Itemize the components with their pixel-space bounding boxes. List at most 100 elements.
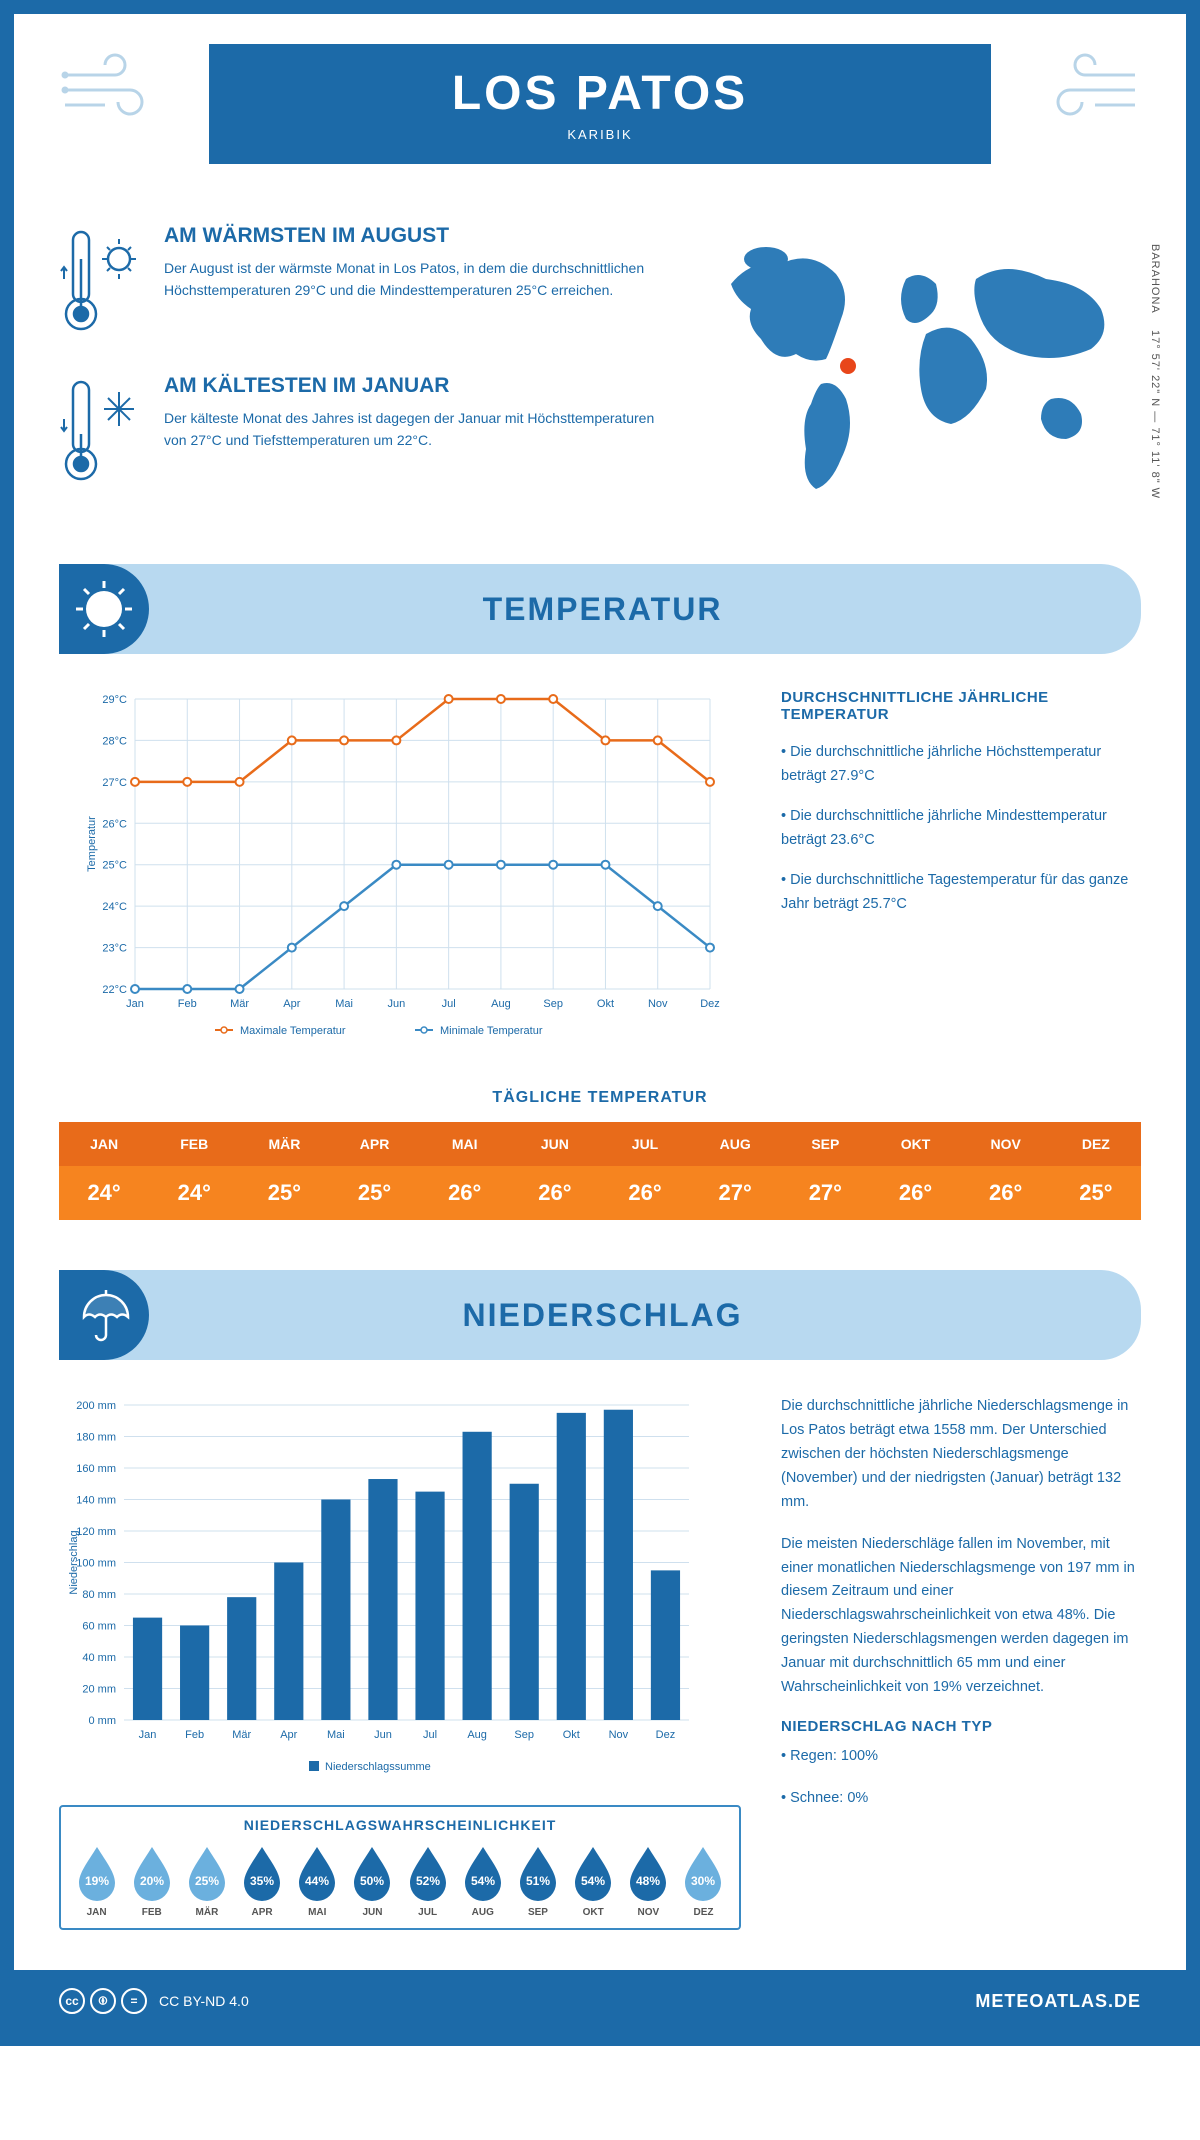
svg-text:20%: 20% (140, 1874, 164, 1888)
svg-text:Jan: Jan (139, 1729, 157, 1741)
daily-temp-title: TÄGLICHE TEMPERATUR (59, 1089, 1141, 1107)
svg-text:Sep: Sep (543, 998, 563, 1010)
footer: cc🅯= CC BY-ND 4.0 METEOATLAS.DE (14, 1970, 1186, 2032)
warmest-text: Der August ist der wärmste Monat in Los … (164, 258, 671, 301)
prob-drop: 48% NOV (621, 1845, 676, 1918)
svg-text:Sep: Sep (514, 1729, 534, 1741)
svg-text:Temperatur: Temperatur (86, 816, 98, 872)
svg-text:Dez: Dez (656, 1729, 676, 1741)
cc-icons: cc🅯= (59, 1988, 147, 2014)
precip-probability: NIEDERSCHLAGSWAHRSCHEINLICHKEIT 19% JAN … (59, 1805, 741, 1930)
svg-text:100 mm: 100 mm (76, 1558, 116, 1570)
svg-text:Maximale Temperatur: Maximale Temperatur (240, 1025, 346, 1037)
prob-drop: 30% DEZ (676, 1845, 731, 1918)
svg-text:Feb: Feb (185, 1729, 204, 1741)
svg-text:Nov: Nov (648, 998, 668, 1010)
svg-text:19%: 19% (85, 1874, 109, 1888)
svg-text:26°C: 26°C (102, 818, 127, 830)
svg-text:51%: 51% (526, 1874, 550, 1888)
header: LOS PATOS KARIBIK (209, 44, 991, 164)
svg-text:23°C: 23°C (102, 943, 127, 955)
svg-text:Nov: Nov (609, 1729, 629, 1741)
coldest-title: AM KÄLTESTEN IM JANUAR (164, 374, 671, 398)
svg-text:Feb: Feb (178, 998, 197, 1010)
page-title: LOS PATOS (231, 66, 969, 121)
section-temperature: TEMPERATUR (59, 564, 1141, 654)
svg-text:Mär: Mär (232, 1729, 251, 1741)
svg-text:Jun: Jun (387, 998, 405, 1010)
thermometer-cold-icon (59, 374, 144, 489)
svg-text:Okt: Okt (597, 998, 614, 1010)
svg-text:60 mm: 60 mm (82, 1621, 116, 1633)
prob-drop: 52% JUL (400, 1845, 455, 1918)
prob-drop: 50% JUN (345, 1845, 400, 1918)
svg-text:50%: 50% (360, 1874, 384, 1888)
precip-info: Die durchschnittliche jährliche Niedersc… (781, 1395, 1141, 1930)
svg-text:Okt: Okt (563, 1729, 580, 1741)
coordinates: BARAHONA 17° 57' 22" N — 71° 11' 8" W (1149, 244, 1161, 499)
temperature-chart: 22°C23°C24°C25°C26°C27°C28°C29°CJanFebMä… (59, 689, 741, 1049)
svg-text:Dez: Dez (700, 998, 720, 1010)
svg-text:29°C: 29°C (102, 694, 127, 706)
svg-text:30%: 30% (691, 1874, 715, 1888)
svg-text:140 mm: 140 mm (76, 1495, 116, 1507)
svg-text:Mai: Mai (335, 998, 353, 1010)
section-precip: NIEDERSCHLAG (59, 1270, 1141, 1360)
license-text: CC BY-ND 4.0 (159, 1993, 249, 2009)
svg-text:160 mm: 160 mm (76, 1463, 116, 1475)
umbrella-icon (59, 1270, 149, 1360)
svg-text:35%: 35% (250, 1874, 274, 1888)
prob-drop: 44% MAI (290, 1845, 345, 1918)
svg-text:22°C: 22°C (102, 984, 127, 996)
coldest-text: Der kälteste Monat des Jahres ist dagege… (164, 408, 671, 451)
prob-drop: 54% AUG (455, 1845, 510, 1918)
svg-text:20 mm: 20 mm (82, 1684, 116, 1696)
svg-text:Apr: Apr (280, 1729, 297, 1741)
svg-text:52%: 52% (416, 1874, 440, 1888)
svg-text:Jul: Jul (423, 1729, 437, 1741)
svg-text:Aug: Aug (467, 1729, 487, 1741)
svg-text:80 mm: 80 mm (82, 1589, 116, 1601)
svg-text:Jun: Jun (374, 1729, 392, 1741)
svg-text:54%: 54% (581, 1874, 605, 1888)
page-subtitle: KARIBIK (231, 127, 969, 142)
svg-text:48%: 48% (636, 1874, 660, 1888)
precip-section-title: NIEDERSCHLAG (174, 1297, 1121, 1334)
wind-icon-left (60, 50, 155, 125)
prob-drop: 19% JAN (69, 1845, 124, 1918)
svg-text:Aug: Aug (491, 998, 511, 1010)
temp-info: DURCHSCHNITTLICHE JÄHRLICHE TEMPERATUR •… (781, 689, 1141, 1049)
world-map: BARAHONA 17° 57' 22" N — 71° 11' 8" W (711, 224, 1141, 524)
svg-text:44%: 44% (305, 1874, 329, 1888)
prob-drop: 51% SEP (510, 1845, 565, 1918)
svg-text:25°C: 25°C (102, 860, 127, 872)
svg-text:Minimale Temperatur: Minimale Temperatur (440, 1025, 543, 1037)
prob-drop: 25% MÄR (179, 1845, 234, 1918)
svg-text:Mär: Mär (230, 998, 249, 1010)
facts-column: AM WÄRMSTEN IM AUGUST Der August ist der… (59, 224, 671, 524)
svg-text:180 mm: 180 mm (76, 1432, 116, 1444)
svg-text:Niederschlag: Niederschlag (68, 1530, 80, 1594)
svg-text:Apr: Apr (283, 998, 300, 1010)
site-name: METEOATLAS.DE (975, 1991, 1141, 2012)
svg-text:27°C: 27°C (102, 777, 127, 789)
svg-text:40 mm: 40 mm (82, 1652, 116, 1664)
svg-text:Niederschlagssumme: Niederschlagssumme (325, 1761, 431, 1773)
svg-text:Mai: Mai (327, 1729, 345, 1741)
wind-icon-right (1045, 50, 1140, 125)
daily-temp-table: JANFEBMÄRAPRMAIJUNJULAUGSEPOKTNOVDEZ24°2… (59, 1122, 1141, 1220)
precip-chart: 0 mm 20 mm 40 mm 60 mm 80 mm 100 mm 120 mm 140 … (59, 1395, 699, 1775)
svg-text:24°C: 24°C (102, 901, 127, 913)
sun-icon (59, 564, 149, 654)
prob-drop: 20% FEB (124, 1845, 179, 1918)
svg-text:120 mm: 120 mm (76, 1526, 116, 1538)
svg-text:0 mm: 0 mm (89, 1715, 117, 1727)
prob-drop: 54% OKT (566, 1845, 621, 1918)
svg-text:54%: 54% (471, 1874, 495, 1888)
thermometer-hot-icon (59, 224, 144, 339)
svg-text:28°C: 28°C (102, 735, 127, 747)
svg-text:200 mm: 200 mm (76, 1400, 116, 1412)
svg-text:Jul: Jul (442, 998, 456, 1010)
prob-drop: 35% APR (235, 1845, 290, 1918)
temp-section-title: TEMPERATUR (174, 591, 1121, 628)
